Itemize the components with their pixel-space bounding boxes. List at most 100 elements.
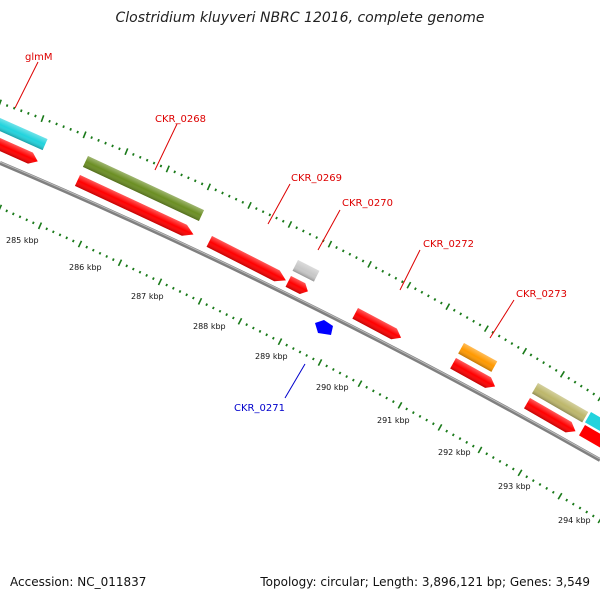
major-tick [437,424,443,431]
minor-tick [545,486,549,490]
gene-red-arrow-1[interactable] [0,133,40,167]
minor-tick [412,411,415,415]
minor-tick [90,136,93,140]
major-tick [287,220,293,228]
minor-tick [132,152,135,156]
minor-tick [352,378,355,382]
minor-tick [31,221,35,225]
genome-backbone [0,161,600,462]
scale-label: 285 kbp [6,236,39,245]
minor-tick [200,182,204,186]
minor-tick [525,475,529,479]
minor-tick [265,333,269,337]
major-tick [0,204,3,210]
minor-tick [348,252,352,256]
minor-tick [387,273,391,277]
minor-tick [91,248,95,252]
gene-red-arrow-2[interactable] [74,175,196,240]
minor-tick [585,510,589,514]
scale-label: 291 kbp [377,416,410,425]
minor-tick [511,467,515,471]
minor-tick [255,207,258,211]
minor-tick [372,389,375,393]
minor-tick [48,119,51,123]
minor-tick [361,259,365,263]
major-tick [559,370,565,378]
minor-tick [341,249,345,253]
major-tick [483,325,489,333]
minor-tick [554,368,558,372]
gene-CKR_0268-feature[interactable] [82,156,205,221]
minor-tick [579,384,583,388]
minor-tick [97,138,100,142]
minor-tick [55,122,58,126]
gene-label-CKR_0271: CKR_0271 [234,403,285,414]
minor-tick [538,482,542,486]
minor-tick [491,330,495,334]
gene-glmM-feature[interactable] [0,113,48,151]
minor-tick [27,111,30,115]
major-tick [277,338,283,346]
gene-label-CKR_0268: CKR_0268 [155,114,206,125]
gene-cyan-edge-feature[interactable] [585,412,600,433]
minor-tick [18,215,22,219]
minor-tick [491,456,495,460]
minor-tick [465,316,469,320]
minor-tick [418,414,422,418]
minor-tick [498,459,502,463]
gene-CKR_0271-feature[interactable] [315,320,333,335]
gene-CKR_0273-feature[interactable] [458,343,498,372]
minor-tick [301,229,305,233]
accession-text: Accession: NC_011837 [10,575,147,589]
scale-label: 292 kbp [438,448,471,457]
minor-tick [365,385,368,389]
minor-tick [355,256,358,260]
gene-CKR_0272-feature[interactable] [352,308,404,343]
major-tick [445,303,451,311]
minor-tick [214,188,218,192]
inner-tick-ring [0,204,600,524]
minor-tick [420,290,424,294]
minor-tick [152,161,156,165]
minor-tick [531,479,535,483]
minor-tick [241,200,245,204]
minor-tick [325,364,328,368]
minor-tick [76,130,79,134]
gene-red-arrow-6[interactable] [450,358,498,392]
gene-CKR_0270-feature[interactable] [292,260,320,282]
minor-tick [5,104,9,107]
major-tick [397,401,403,409]
minor-tick [295,226,299,230]
minor-tick [548,365,552,368]
minor-tick [445,429,449,433]
gene-red-arrow-7[interactable] [524,398,578,436]
gene-red-arrow-small[interactable] [285,276,311,297]
major-tick [124,148,129,156]
label-leaders [14,61,515,399]
minor-tick [312,357,315,361]
minor-tick [118,147,121,151]
minor-tick [571,502,575,506]
gene-khaki-feature[interactable] [532,383,589,423]
minor-tick [281,219,285,223]
minor-tick [432,422,435,426]
minor-tick [440,301,443,305]
minor-tick [573,380,577,384]
minor-tick [98,251,102,255]
minor-tick [218,309,222,313]
minor-tick [111,258,115,262]
minor-tick [165,283,168,287]
minor-tick [178,290,182,293]
gene-red-arrow-8[interactable] [579,425,600,451]
gene-label-CKR_0269: CKR_0269 [291,173,342,184]
gene-CKR_0269-feature[interactable] [206,236,289,286]
major-tick [197,297,203,305]
minor-tick [459,312,463,316]
major-tick [157,278,163,286]
minor-tick [285,343,289,347]
minor-tick [542,361,545,365]
minor-tick [225,313,229,317]
scale-labels: 285 kbp 286 kbp 287 kbp 288 kbp 289 kbp 290 k… [6,236,591,525]
minor-tick [381,269,385,273]
minor-tick [345,375,348,379]
